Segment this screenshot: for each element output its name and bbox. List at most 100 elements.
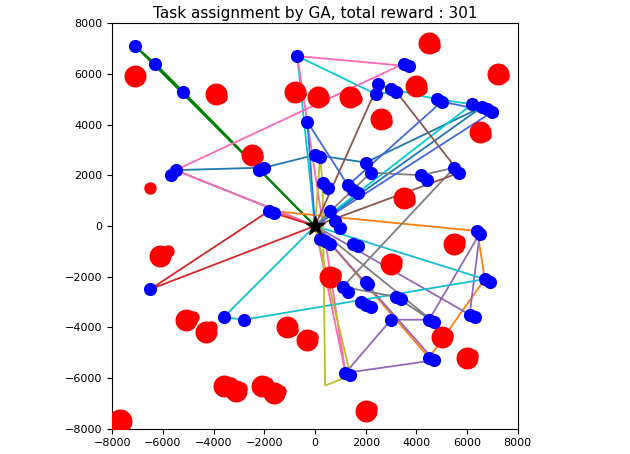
Point — [262, 380, 272, 387]
Point — [343, 182, 353, 189]
Point — [251, 154, 261, 161]
Point — [166, 172, 176, 179]
Point — [188, 314, 198, 321]
Point — [355, 298, 365, 306]
Point — [470, 314, 480, 321]
Point — [345, 372, 355, 379]
Point — [353, 242, 363, 250]
Point — [320, 237, 330, 245]
Point — [287, 326, 297, 334]
Point — [353, 189, 363, 197]
Point — [386, 85, 396, 93]
Point — [429, 357, 439, 364]
Point — [429, 319, 439, 326]
Point — [404, 197, 414, 204]
Point — [483, 106, 493, 113]
Point — [171, 167, 181, 174]
Point — [130, 42, 140, 49]
Point — [330, 217, 340, 224]
Point — [270, 390, 280, 397]
Point — [454, 169, 464, 176]
Point — [381, 118, 391, 126]
Point — [442, 331, 452, 339]
Point — [366, 303, 376, 311]
Point — [335, 225, 345, 232]
Point — [391, 293, 401, 301]
Point — [399, 194, 409, 202]
Point — [231, 387, 241, 395]
Point — [360, 278, 370, 285]
Point — [211, 90, 221, 98]
Point — [282, 324, 292, 331]
Point — [399, 60, 409, 67]
Point — [265, 207, 275, 214]
Point — [416, 85, 427, 93]
Point — [318, 95, 328, 103]
Point — [467, 351, 477, 359]
Point — [338, 283, 348, 291]
Title: Task assignment by GA, total reward : 301: Task assignment by GA, total reward : 30… — [152, 5, 478, 20]
Point — [315, 235, 325, 242]
Point — [374, 80, 384, 88]
Point — [302, 118, 312, 126]
Point — [488, 108, 498, 115]
Point — [310, 222, 320, 230]
Point — [493, 70, 503, 78]
Point — [485, 278, 495, 285]
Point — [181, 316, 191, 323]
Point — [178, 88, 188, 95]
Point — [411, 83, 421, 90]
Point — [480, 131, 490, 138]
Point — [115, 418, 125, 425]
Point — [219, 314, 229, 321]
Point — [292, 52, 302, 59]
Point — [376, 116, 386, 123]
Point — [449, 240, 459, 247]
Point — [467, 101, 477, 108]
Point — [156, 253, 166, 260]
Point — [424, 354, 434, 361]
Point — [366, 169, 376, 176]
Point — [323, 184, 333, 192]
Point — [163, 247, 173, 255]
Point — [424, 316, 434, 323]
Point — [206, 324, 216, 331]
Point — [404, 63, 414, 70]
Point — [478, 103, 488, 110]
Point — [498, 73, 508, 80]
Point — [454, 237, 464, 245]
Point — [256, 382, 266, 389]
Point — [318, 179, 328, 187]
Point — [219, 382, 229, 389]
Point — [330, 271, 340, 278]
Point — [310, 151, 320, 158]
Point — [325, 207, 335, 214]
Point — [416, 172, 427, 179]
Point — [421, 177, 432, 184]
Point — [464, 311, 474, 318]
Point — [246, 151, 256, 158]
Point — [216, 93, 226, 100]
Point — [345, 93, 355, 100]
Point — [472, 227, 483, 235]
Point — [429, 42, 439, 49]
Point — [343, 288, 353, 296]
Point — [236, 385, 246, 392]
Point — [462, 354, 472, 361]
Point — [391, 258, 401, 265]
Point — [325, 273, 335, 280]
Point — [275, 387, 285, 395]
Point — [360, 159, 370, 166]
Point — [364, 281, 374, 288]
Point — [437, 98, 447, 105]
Point — [432, 95, 442, 103]
Point — [386, 260, 396, 267]
Point — [302, 336, 312, 344]
Point — [226, 380, 236, 387]
Point — [150, 60, 160, 67]
Point — [348, 187, 358, 194]
Point — [201, 329, 211, 336]
Point — [424, 40, 434, 47]
Point — [312, 93, 323, 100]
Point — [437, 334, 447, 341]
